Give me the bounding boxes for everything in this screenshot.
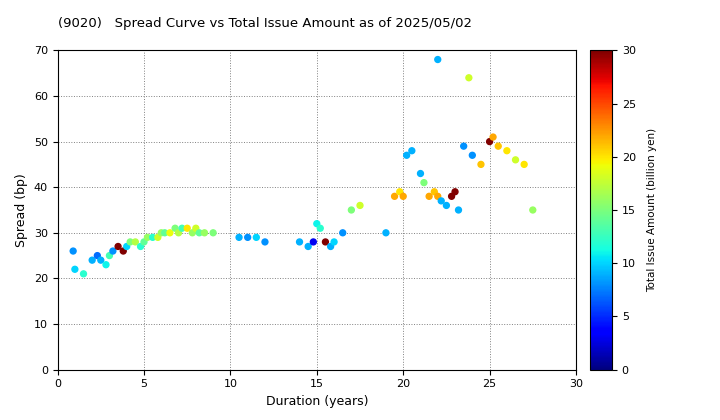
Point <box>354 202 366 209</box>
Y-axis label: Total Issue Amount (billion yen): Total Issue Amount (billion yen) <box>647 128 657 292</box>
Point <box>432 193 444 199</box>
X-axis label: Duration (years): Duration (years) <box>266 395 368 408</box>
Point <box>401 152 413 159</box>
Point <box>95 257 107 263</box>
Point <box>135 243 146 250</box>
Point <box>510 157 521 163</box>
Point <box>78 270 89 277</box>
Point <box>147 234 158 241</box>
Point <box>194 229 205 236</box>
Point <box>138 239 150 245</box>
Point <box>423 193 435 199</box>
Point <box>251 234 262 241</box>
Point <box>432 56 444 63</box>
Point <box>337 229 348 236</box>
Point <box>415 170 426 177</box>
Point <box>156 229 167 236</box>
Point <box>428 189 440 195</box>
Point <box>199 229 210 236</box>
Point <box>91 252 103 259</box>
Point <box>181 225 193 231</box>
Point <box>86 257 98 263</box>
Point <box>436 197 447 204</box>
Point <box>294 239 305 245</box>
Point <box>492 143 504 150</box>
Point <box>121 243 132 250</box>
Point <box>259 239 271 245</box>
Point <box>475 161 487 168</box>
Point <box>152 234 163 241</box>
Point <box>173 229 184 236</box>
Point <box>394 189 405 195</box>
Point <box>142 234 153 241</box>
Point <box>406 147 418 154</box>
Point <box>100 261 112 268</box>
Point <box>186 229 198 236</box>
Point <box>307 239 319 245</box>
Point <box>389 193 400 199</box>
Point <box>112 243 124 250</box>
Point <box>487 134 499 140</box>
Point <box>104 252 115 259</box>
Point <box>397 193 409 199</box>
Point <box>176 225 188 231</box>
Point <box>315 225 326 231</box>
Text: (9020)   Spread Curve vs Total Issue Amount as of 2025/05/02: (9020) Spread Curve vs Total Issue Amoun… <box>58 17 472 30</box>
Point <box>107 248 119 255</box>
Point <box>446 193 457 199</box>
Point <box>159 229 171 236</box>
Point <box>242 234 253 241</box>
Point <box>518 161 530 168</box>
Point <box>311 220 323 227</box>
Point <box>527 207 539 213</box>
Point <box>449 189 461 195</box>
Point <box>125 239 136 245</box>
Point <box>501 147 513 154</box>
Point <box>441 202 452 209</box>
Point <box>130 239 141 245</box>
Point <box>380 229 392 236</box>
Point <box>117 248 129 255</box>
Point <box>453 207 464 213</box>
Point <box>418 179 430 186</box>
Point <box>302 243 314 250</box>
Point <box>169 225 181 231</box>
Point <box>190 225 202 231</box>
Point <box>463 74 474 81</box>
Point <box>458 143 469 150</box>
Point <box>484 138 495 145</box>
Point <box>207 229 219 236</box>
Point <box>68 248 79 255</box>
Point <box>164 229 176 236</box>
Point <box>325 243 336 250</box>
Point <box>69 266 81 273</box>
Point <box>346 207 357 213</box>
Point <box>233 234 245 241</box>
Y-axis label: Spread (bp): Spread (bp) <box>15 173 28 247</box>
Point <box>328 239 340 245</box>
Point <box>467 152 478 159</box>
Point <box>320 239 331 245</box>
